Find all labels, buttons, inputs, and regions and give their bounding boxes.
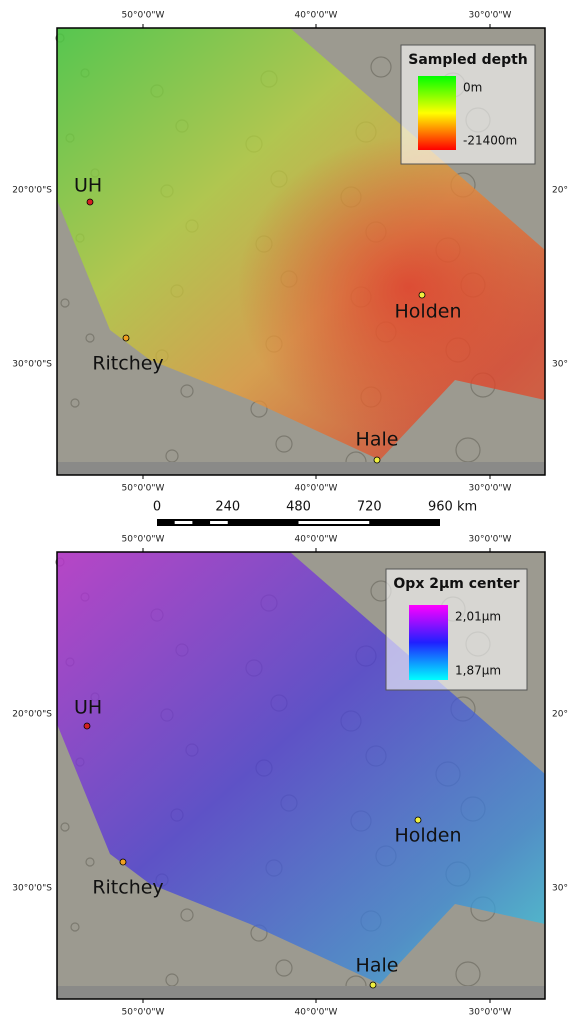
- place-marker: [415, 817, 421, 823]
- scale-label: 720: [357, 500, 382, 515]
- scale-bar-segment: [299, 521, 370, 524]
- map-strip: [57, 462, 545, 475]
- place-label: Holden: [395, 825, 462, 847]
- place-label: Ritchey: [92, 353, 163, 375]
- latitude-label: 20°0'0"S: [12, 186, 52, 196]
- legend-title: Sampled depth: [408, 52, 528, 68]
- scale-label: 240: [215, 500, 240, 515]
- longitude-label: 30°0'0"W: [469, 11, 512, 21]
- legend-colorbar: [409, 605, 448, 680]
- figure: 50°0'0"W 50°0'0"W 40°0'0"W 40°0'0"W 30°0'0"W…: [0, 0, 568, 1019]
- place-marker: [374, 457, 380, 463]
- latitude-label: 30°0'0"S: [12, 360, 52, 370]
- longitude-label: 30°0'0"W: [469, 484, 512, 494]
- map-panel: 50°0'0"W 50°0'0"W 40°0'0"W 40°0'0"W 30°0'0"W…: [12, 535, 568, 1018]
- scale-label: 0: [153, 500, 161, 515]
- longitude-label: 30°0'0"W: [469, 1008, 512, 1018]
- latitude-label: 20°0'0"S: [552, 186, 568, 196]
- place-marker: [123, 335, 129, 341]
- legend-colorbar: [418, 76, 456, 150]
- latitude-label: 20°0'0"S: [12, 710, 52, 720]
- longitude-label: 30°0'0"W: [469, 535, 512, 545]
- place-label: Hale: [356, 955, 399, 977]
- longitude-label: 50°0'0"W: [122, 484, 165, 494]
- place-marker: [370, 982, 376, 988]
- place-label: Ritchey: [92, 877, 163, 899]
- longitude-label: 50°0'0"W: [122, 11, 165, 21]
- legend-title: Opx 2µm center: [393, 576, 519, 592]
- scale-bar-segment: [175, 521, 193, 524]
- longitude-label: 40°0'0"W: [295, 1008, 338, 1018]
- longitude-label: 40°0'0"W: [295, 535, 338, 545]
- scale-bar-segment: [210, 521, 228, 524]
- legend-label: 1,87µm: [455, 664, 501, 678]
- latitude-label: 30°0'0"S: [552, 884, 568, 894]
- longitude-label: 40°0'0"W: [295, 11, 338, 21]
- place-label: Hale: [356, 429, 399, 451]
- longitude-label: 50°0'0"W: [122, 535, 165, 545]
- scale-label: 960 km: [428, 500, 477, 515]
- scale-label: 480: [286, 500, 311, 515]
- place-marker: [84, 723, 90, 729]
- place-label: UH: [74, 175, 102, 197]
- place-label: UH: [74, 697, 102, 719]
- legend-label: 0m: [463, 81, 482, 95]
- map-strip: [57, 986, 545, 999]
- latitude-label: 30°0'0"S: [552, 360, 568, 370]
- place-marker: [419, 292, 425, 298]
- latitude-label: 30°0'0"S: [12, 884, 52, 894]
- longitude-label: 50°0'0"W: [122, 1008, 165, 1018]
- scale-bar: 0 240 480 720 960 km: [153, 500, 477, 527]
- legend-label: 2,01µm: [455, 610, 501, 624]
- map-panel: 50°0'0"W 50°0'0"W 40°0'0"W 40°0'0"W 30°0'0"W…: [12, 11, 568, 494]
- place-label: Holden: [395, 301, 462, 323]
- latitude-label: 20°0'0"S: [552, 710, 568, 720]
- place-marker: [120, 859, 126, 865]
- place-marker: [87, 199, 93, 205]
- longitude-label: 40°0'0"W: [295, 484, 338, 494]
- legend-label: -21400m: [463, 134, 517, 148]
